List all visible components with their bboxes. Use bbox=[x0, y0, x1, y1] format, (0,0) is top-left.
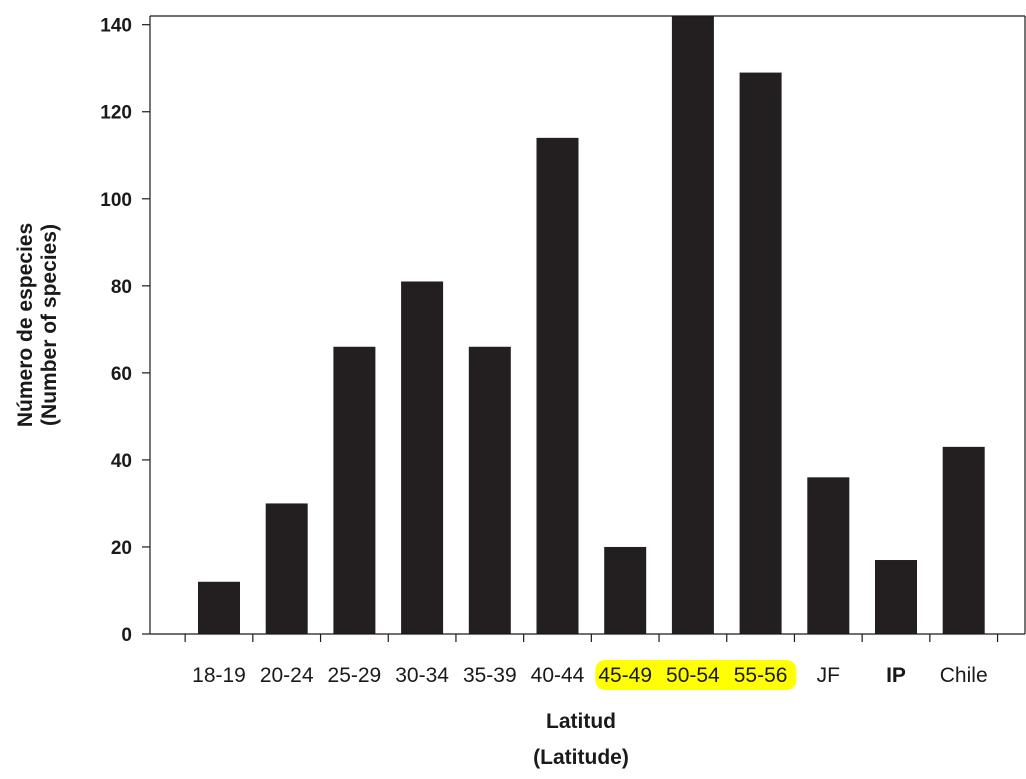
y-tick-label: 100 bbox=[100, 190, 132, 211]
x-axis-title-line1: Latitud bbox=[546, 710, 616, 733]
x-tick-label-25-29: 25-29 bbox=[328, 664, 382, 687]
y-tick-label: 0 bbox=[121, 625, 132, 646]
x-tick-label-20-24: 20-24 bbox=[260, 664, 314, 687]
x-tick-label-50-54: 50-54 bbox=[666, 664, 720, 687]
bar-35-39 bbox=[468, 346, 511, 634]
x-tick-label-IP: IP bbox=[886, 664, 906, 687]
y-tick-labels: 0 20 40 60 80 100 120 140 bbox=[100, 16, 132, 646]
bar-18-19 bbox=[198, 581, 240, 634]
x-tick-label-18-19: 18-19 bbox=[192, 664, 246, 687]
bar-25-29 bbox=[333, 346, 376, 634]
bar-Chile bbox=[942, 446, 985, 634]
x-tick-label-45-49: 45-49 bbox=[598, 664, 652, 687]
y-tick-label: 20 bbox=[111, 538, 132, 559]
bar-40-44 bbox=[536, 137, 579, 634]
x-tick-label-35-39: 35-39 bbox=[463, 664, 517, 687]
x-tick-label-JF: JF bbox=[817, 664, 840, 687]
bar-55-56 bbox=[739, 72, 782, 635]
bar-20-24 bbox=[265, 503, 308, 634]
x-tick-label-Chile: Chile bbox=[940, 664, 988, 687]
x-tick-labels: 18-19 20-24 25-29 30-34 35-39 40-44 45-49 50-54… bbox=[192, 664, 987, 687]
axes-layer bbox=[142, 15, 1026, 642]
bar-30-34 bbox=[401, 281, 444, 634]
x-tick-label-30-34: 30-34 bbox=[395, 664, 449, 687]
y-tick-label: 80 bbox=[111, 277, 132, 298]
x-axis-title-line2: (Latitude) bbox=[533, 746, 629, 769]
y-tick-label: 40 bbox=[111, 451, 132, 472]
bar-JF bbox=[807, 477, 850, 634]
x-label-highlight bbox=[595, 660, 797, 690]
y-axis-title-line1: Número de especies bbox=[14, 223, 37, 427]
bar-IP bbox=[875, 560, 917, 634]
y-axis-title-line2: (Number of species) bbox=[38, 224, 61, 426]
highlight-layer bbox=[595, 660, 797, 690]
y-tick-label: 120 bbox=[100, 103, 132, 124]
bar-45-49 bbox=[604, 546, 647, 634]
y-tick-label: 60 bbox=[111, 364, 132, 385]
y-tick-label: 140 bbox=[100, 16, 132, 37]
x-tick-label-40-44: 40-44 bbox=[531, 664, 585, 687]
bars-layer bbox=[198, 16, 985, 635]
bar-50-54 bbox=[671, 16, 714, 634]
x-tick-label-55-56: 55-56 bbox=[734, 664, 788, 687]
